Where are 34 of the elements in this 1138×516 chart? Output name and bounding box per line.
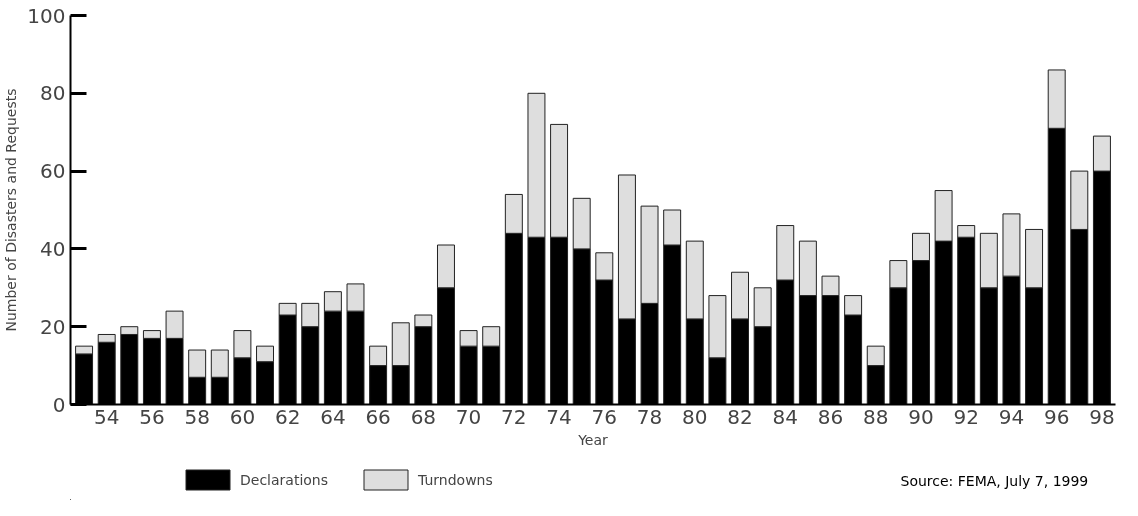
source-note: Source: FEMA, July 7, 1999 <box>900 472 1089 489</box>
x-axis-title: Year <box>577 431 609 448</box>
x-tick-label: 68 <box>410 404 437 429</box>
x-tick-label: 70 <box>455 404 482 429</box>
x-tick-label: 84 <box>772 404 798 429</box>
y-tick-label: 40 <box>40 236 66 261</box>
x-tick-label: 98 <box>1089 404 1115 429</box>
x-tick-label: 64 <box>320 404 346 429</box>
legend-label: Turndowns <box>418 471 493 488</box>
x-tick-label: 66 <box>365 404 391 429</box>
y-tick-label: 80 <box>40 81 66 106</box>
x-tick-label: 76 <box>591 404 618 429</box>
x-tick-label: 58 <box>184 404 210 429</box>
y-tick-label: 60 <box>40 159 66 184</box>
x-tick-label: 60 <box>229 404 256 429</box>
x-tick-label: 96 <box>1043 404 1070 429</box>
x-tick-label: 78 <box>636 404 663 429</box>
x-tick-label: 62 <box>274 404 301 429</box>
x-tick-label: 54 <box>93 404 120 429</box>
x-tick-label: 92 <box>953 404 979 429</box>
x-tick-label: 82 <box>727 404 753 429</box>
x-tick-label: 56 <box>139 404 165 429</box>
legend-label: Declarations <box>240 471 329 488</box>
x-tick-label: 90 <box>908 404 934 429</box>
x-tick-label: 86 <box>817 404 844 429</box>
x-tick-label: 74 <box>546 404 572 429</box>
y-tick-label: 100 <box>27 3 66 28</box>
x-tick-label: 72 <box>501 404 527 429</box>
x-tick-label: 80 <box>682 404 708 429</box>
x-tick-label: 88 <box>863 404 889 429</box>
y-tick-label: 20 <box>40 314 66 339</box>
x-tick-label: 94 <box>998 404 1025 429</box>
y-tick-label: 0 <box>52 392 66 417</box>
y-axis-title: Number of Disasters and Requests <box>3 88 20 332</box>
